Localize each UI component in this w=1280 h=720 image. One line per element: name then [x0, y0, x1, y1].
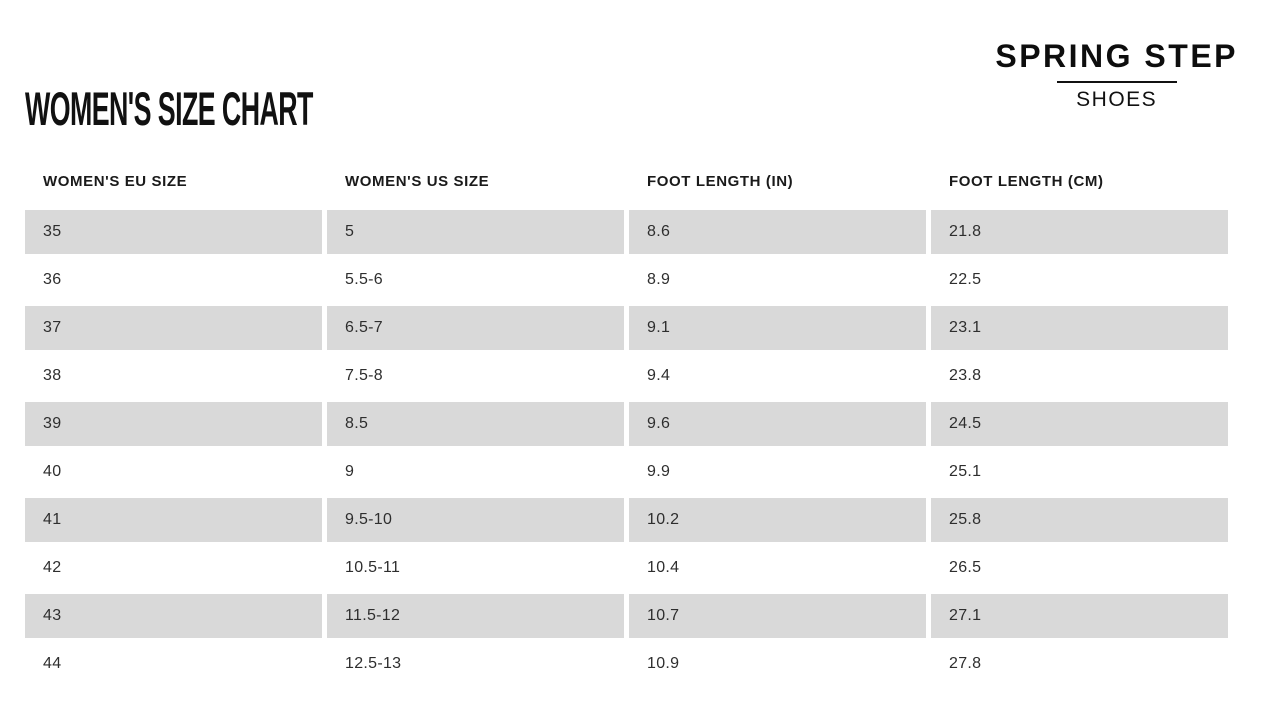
table-cell: 10.5-11 — [327, 544, 624, 592]
table-cell: 27.1 — [931, 594, 1228, 638]
table-cell: 23.1 — [931, 306, 1228, 350]
table-row: 43 11.5-12 10.7 27.1 — [25, 592, 1228, 640]
page-title: WOMEN'S SIZE CHART — [25, 82, 530, 135]
table-cell: 42 — [25, 544, 322, 592]
table-cell: 44 — [25, 640, 322, 688]
column-header-us-size: WOMEN'S US SIZE — [345, 173, 490, 190]
table-cell: 11.5-12 — [327, 594, 624, 638]
table-cell: 9 — [327, 448, 624, 496]
brand-subtitle: SHOES — [1076, 88, 1158, 111]
column-header-foot-length-in: FOOT LENGTH (IN) — [647, 173, 794, 190]
table-cell: 10.9 — [629, 640, 926, 688]
brand-logo: SPRING STEP SHOES — [995, 40, 1238, 110]
table-cell: 9.9 — [629, 448, 926, 496]
page-title-text: WOMEN'S SIZE CHART — [25, 82, 313, 135]
table-cell: 26.5 — [931, 544, 1228, 592]
table-row: 40 9 9.9 25.1 — [25, 448, 1228, 496]
table-row: 36 5.5-6 8.9 22.5 — [25, 256, 1228, 304]
table-cell: 39 — [25, 402, 322, 446]
table-cell: 12.5-13 — [327, 640, 624, 688]
table-row: 39 8.5 9.6 24.5 — [25, 400, 1228, 448]
table-cell: 25.8 — [931, 498, 1228, 542]
table-header-row: WOMEN'S EU SIZE WOMEN'S US SIZE FOOT LEN… — [25, 172, 1228, 192]
table-cell: 21.8 — [931, 210, 1228, 254]
table-cell: 7.5-8 — [327, 352, 624, 400]
table-cell: 24.5 — [931, 402, 1228, 446]
column-header-eu-size: WOMEN'S EU SIZE — [43, 173, 188, 190]
table-cell: 10.7 — [629, 594, 926, 638]
table-cell: 9.6 — [629, 402, 926, 446]
table-cell: 8.5 — [327, 402, 624, 446]
table-cell: 9.4 — [629, 352, 926, 400]
table-cell: 35 — [25, 210, 322, 254]
table-row: 41 9.5-10 10.2 25.8 — [25, 496, 1228, 544]
table-cell: 8.9 — [629, 256, 926, 304]
table-cell: 8.6 — [629, 210, 926, 254]
table-cell: 40 — [25, 448, 322, 496]
table-cell: 43 — [25, 594, 322, 638]
table-row: 44 12.5-13 10.9 27.8 — [25, 640, 1228, 688]
table-body: 35 5 8.6 21.8 36 5.5-6 8.9 22.5 37 6.5-7 9.1 23.1 38… — [25, 208, 1228, 688]
table-cell: 23.8 — [931, 352, 1228, 400]
table-cell: 37 — [25, 306, 322, 350]
table-cell: 22.5 — [931, 256, 1228, 304]
size-table: WOMEN'S EU SIZE WOMEN'S US SIZE FOOT LEN… — [25, 172, 1228, 688]
table-cell: 38 — [25, 352, 322, 400]
table-row: 38 7.5-8 9.4 23.8 — [25, 352, 1228, 400]
table-cell: 9.1 — [629, 306, 926, 350]
column-header-foot-length-cm: FOOT LENGTH (CM) — [949, 173, 1104, 190]
table-cell: 41 — [25, 498, 322, 542]
table-cell: 9.5-10 — [327, 498, 624, 542]
table-cell: 5.5-6 — [327, 256, 624, 304]
logo-divider-line — [1056, 81, 1177, 83]
table-cell: 25.1 — [931, 448, 1228, 496]
table-cell: 5 — [327, 210, 624, 254]
table-cell: 6.5-7 — [327, 306, 624, 350]
table-cell: 27.8 — [931, 640, 1228, 688]
brand-name: SPRING STEP — [995, 38, 1238, 74]
table-cell: 10.2 — [629, 498, 926, 542]
table-cell: 10.4 — [629, 544, 926, 592]
table-row: 35 5 8.6 21.8 — [25, 208, 1228, 256]
table-row: 42 10.5-11 10.4 26.5 — [25, 544, 1228, 592]
table-cell: 36 — [25, 256, 322, 304]
table-row: 37 6.5-7 9.1 23.1 — [25, 304, 1228, 352]
